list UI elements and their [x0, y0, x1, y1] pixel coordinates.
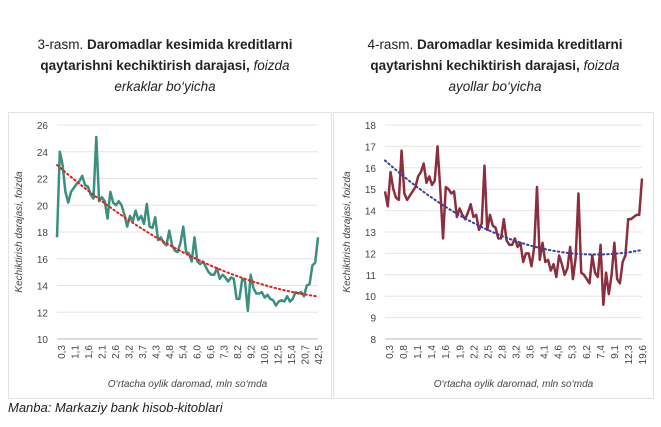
- chart-title-women: 4-rasm. Daromadlar kesimida kreditlarni …: [335, 34, 655, 97]
- x-tick-label: 7,4: [596, 345, 607, 359]
- title-bold: Daromadlar kesimida kreditlarni qaytaris…: [40, 37, 293, 73]
- y-tick-label: 18: [365, 121, 377, 132]
- y-axis-label: Kechiktirish darajasi, foizda: [14, 171, 25, 293]
- x-tick-label: 0,8: [399, 345, 410, 359]
- y-axis-label: Kechiktirish darajasi, foizda: [342, 171, 353, 293]
- title-prefix: 4-rasm.: [367, 37, 414, 52]
- x-tick-label: 1,1: [413, 345, 424, 359]
- x-tick-label: 2,2: [469, 345, 480, 359]
- x-tick-label: 12,5: [273, 345, 284, 365]
- y-tick-label: 9: [370, 314, 376, 325]
- title-italic: foizda: [583, 58, 620, 73]
- x-tick-label: 2,8: [497, 345, 508, 359]
- chart-panel-women: [333, 112, 654, 399]
- x-tick-label: 1,6: [441, 345, 452, 359]
- x-tick-label: 2,6: [111, 345, 122, 359]
- x-tick-label: 4,6: [554, 345, 565, 359]
- x-tick-label: 3,2: [125, 345, 136, 359]
- y-tick-label: 16: [37, 255, 49, 266]
- y-tick-label: 14: [365, 207, 377, 218]
- trendline: [56, 164, 319, 298]
- y-tick-label: 24: [37, 148, 49, 159]
- x-tick-label: 7,3: [219, 345, 230, 359]
- x-tick-label: 3,6: [526, 345, 537, 359]
- x-tick-label: 19,6: [638, 345, 649, 365]
- x-tick-label: 0,3: [385, 345, 396, 359]
- x-tick-label: 1,6: [84, 345, 95, 359]
- x-tick-label: 15,4: [287, 345, 298, 365]
- chart-subtitle: ayollar bo‘yicha: [448, 79, 542, 94]
- x-tick-label: 5,3: [568, 345, 579, 359]
- x-tick-label: 3,7: [138, 345, 149, 359]
- x-tick-label: 1,1: [71, 345, 82, 359]
- y-tick-label: 10: [37, 335, 49, 346]
- x-tick-label: 12,3: [624, 345, 635, 365]
- x-tick-label: 42,5: [314, 345, 325, 365]
- x-tick-label: 3,2: [512, 345, 523, 359]
- y-tick-label: 10: [365, 292, 377, 303]
- series-line-erkaklar: [55, 135, 320, 313]
- x-axis-label: O‘rtacha oylik daromad, mln so‘mda: [108, 379, 268, 390]
- x-tick-label: 4,3: [152, 345, 163, 359]
- chart-subtitle: erkaklar bo‘yicha: [114, 79, 216, 94]
- y-tick-label: 12: [37, 308, 49, 319]
- x-tick-label: 4,8: [165, 345, 176, 359]
- x-tick-label: 4,1: [540, 345, 551, 359]
- title-bold: Daromadlar kesimida kreditlarni qaytaris…: [370, 37, 623, 73]
- y-tick-label: 13: [365, 228, 377, 239]
- x-tick-label: 5,4: [179, 345, 190, 359]
- source-note: Manba: Markaziy bank hisob-kitoblari: [8, 400, 223, 415]
- y-tick-label: 18: [37, 228, 49, 239]
- x-tick-label: 0,3: [57, 345, 68, 359]
- y-tick-label: 11: [366, 271, 377, 282]
- x-tick-label: 10,6: [260, 345, 271, 365]
- chart-title-men: 3-rasm. Daromadlar kesimida kreditlarni …: [5, 34, 325, 97]
- y-tick-label: 17: [365, 142, 377, 153]
- y-tick-label: 14: [37, 282, 49, 293]
- y-tick-label: 15: [365, 185, 377, 196]
- x-tick-label: 20,7: [300, 345, 311, 365]
- x-tick-label: 2,5: [483, 345, 494, 359]
- y-tick-label: 16: [365, 164, 377, 175]
- title-prefix: 3-rasm.: [37, 37, 84, 52]
- x-tick-label: 9,1: [610, 345, 621, 359]
- x-tick-label: 9,2: [246, 345, 257, 359]
- title-italic: foizda: [253, 58, 290, 73]
- y-tick-label: 22: [37, 175, 49, 186]
- x-axis-label: O‘rtacha oylik daromad, mln so‘mda: [434, 379, 594, 390]
- x-tick-label: 2,1: [98, 345, 109, 359]
- x-tick-label: 6,0: [192, 345, 203, 359]
- y-tick-label: 8: [370, 335, 376, 346]
- x-tick-label: 1,9: [455, 345, 466, 359]
- x-tick-label: 6,2: [582, 345, 593, 359]
- y-tick-label: 12: [365, 249, 377, 260]
- x-tick-label: 8,2: [233, 345, 244, 359]
- chart-panel-men: [8, 112, 332, 399]
- series-line-ayollar: [383, 145, 644, 307]
- trendline: [384, 159, 643, 256]
- x-tick-label: 6,6: [206, 345, 217, 359]
- y-tick-label: 20: [37, 201, 49, 212]
- x-tick-label: 1,4: [427, 345, 438, 359]
- y-tick-label: 26: [37, 121, 49, 132]
